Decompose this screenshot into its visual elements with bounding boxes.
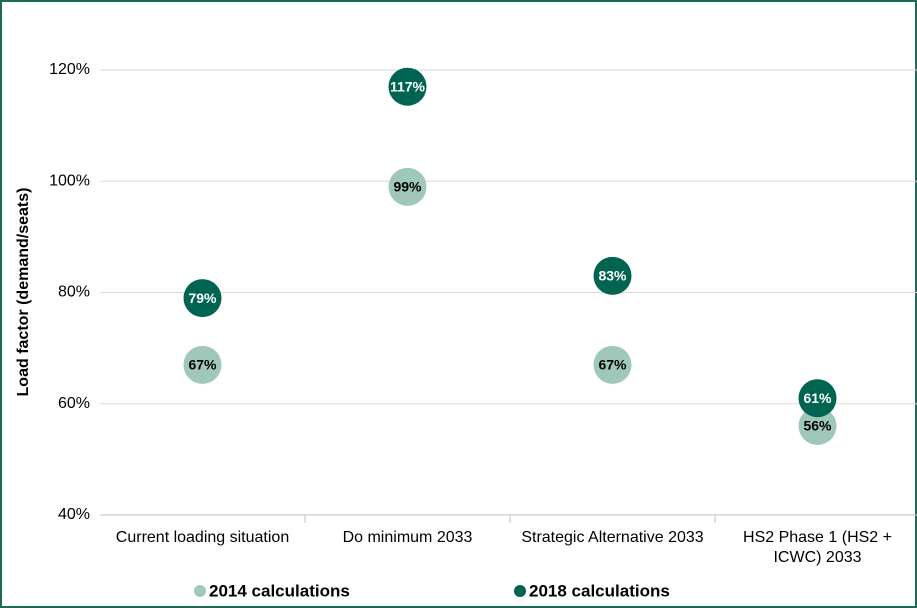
data-label: 79% — [188, 290, 217, 306]
dot — [183, 345, 222, 384]
legend-swatch — [514, 585, 526, 597]
data-label: 117% — [390, 78, 426, 94]
x-tick-label: Strategic Alternative 2033 — [521, 529, 704, 546]
data-label: 67% — [598, 357, 627, 373]
legend-swatch — [194, 585, 206, 597]
legend-label: 2018 calculations — [529, 581, 670, 600]
data-label: 56% — [803, 418, 832, 434]
y-tick-label: 100% — [49, 172, 90, 189]
data-label: 61% — [803, 390, 832, 406]
dot — [593, 345, 632, 384]
x-tick-label: HS2 Phase 1 (HS2 + ICWC) 2033 — [743, 529, 892, 566]
dot — [798, 379, 837, 418]
legend-label: 2014 calculations — [209, 581, 350, 600]
x-tick-label: Do minimum 2033 — [342, 529, 473, 546]
y-tick-label: 40% — [58, 506, 90, 523]
dot — [388, 167, 427, 206]
dot — [798, 407, 837, 445]
dot — [593, 256, 632, 295]
y-axis-label: Load factor (demand/seats) — [15, 188, 32, 397]
dot — [388, 67, 427, 106]
y-tick-label: 60% — [58, 395, 90, 412]
y-tick-label: 120% — [49, 61, 90, 78]
data-label: 83% — [598, 268, 627, 284]
y-tick-label: 80% — [58, 284, 90, 301]
data-label: 67% — [188, 357, 217, 373]
dot — [183, 279, 222, 318]
x-tick-label: Current loading situation — [115, 529, 290, 546]
data-label: 99% — [393, 179, 422, 195]
